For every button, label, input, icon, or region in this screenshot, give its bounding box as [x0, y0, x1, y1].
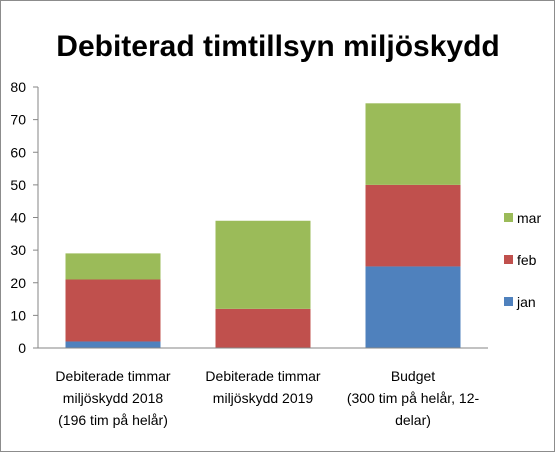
y-tick-label: 0 [18, 340, 26, 356]
legend: mar feb jan [504, 210, 541, 310]
legend-swatch-feb [504, 255, 513, 264]
y-tick-label: 20 [10, 275, 26, 291]
chart-title: Debiterad timtillsyn miljöskydd [56, 30, 499, 63]
bar-segment-jan [365, 266, 461, 348]
legend-label-feb: feb [517, 252, 537, 268]
y-axis-ticks: 0 10 20 30 40 50 60 70 80 [10, 79, 38, 356]
bars-group [65, 103, 461, 348]
legend-label-jan: jan [516, 294, 536, 310]
bar-segment-feb [215, 308, 311, 348]
x-axis-labels: Debiterade timmar miljöskydd 2018 (196 tim… [55, 368, 479, 428]
bar-segment-mar [65, 253, 161, 280]
bar-segment-mar [365, 103, 461, 185]
bar-segment-jan [65, 341, 161, 348]
y-tick-label: 30 [10, 242, 26, 258]
y-tick-label: 80 [10, 79, 26, 95]
bar-segment-feb [65, 279, 161, 342]
bar-segment-mar [215, 220, 311, 309]
y-tick-label: 40 [10, 210, 26, 226]
legend-swatch-jan [504, 297, 513, 306]
y-tick-label: 50 [10, 177, 26, 193]
legend-swatch-mar [504, 213, 513, 222]
y-tick-label: 10 [10, 307, 26, 323]
bar-segment-feb [365, 184, 461, 267]
x-category-label: Debiterade timmar miljöskydd 2018 (196 tim… [55, 368, 170, 428]
x-category-label: Debiterade timmar miljöskydd 2019 [205, 368, 320, 406]
x-category-label: Budget (300 tim på helår, 12-delar) [347, 368, 480, 428]
legend-label-mar: mar [517, 210, 541, 226]
y-tick-label: 60 [10, 144, 26, 160]
y-tick-label: 70 [10, 112, 26, 128]
